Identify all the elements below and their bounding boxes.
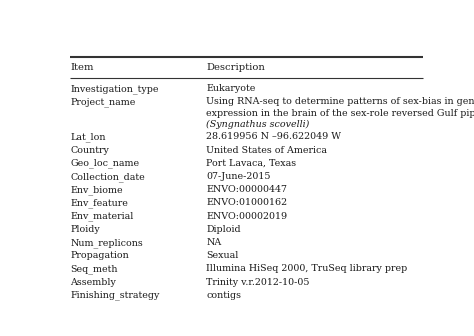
Text: ENVO:01000162: ENVO:01000162 bbox=[206, 198, 287, 207]
Text: expression in the brain of the sex-role reversed Gulf pipefish: expression in the brain of the sex-role … bbox=[206, 109, 474, 118]
Text: Lat_lon: Lat_lon bbox=[70, 132, 106, 142]
Text: 07-June-2015: 07-June-2015 bbox=[206, 172, 271, 181]
Text: Description: Description bbox=[206, 63, 265, 72]
Text: Project_name: Project_name bbox=[70, 97, 136, 107]
Text: Collection_date: Collection_date bbox=[70, 172, 145, 182]
Text: NA: NA bbox=[206, 238, 221, 247]
Text: Item: Item bbox=[70, 63, 94, 72]
Text: United States of America: United States of America bbox=[206, 145, 327, 155]
Text: Using RNA-seq to determine patterns of sex-bias in gene: Using RNA-seq to determine patterns of s… bbox=[206, 97, 474, 107]
Text: 28.619956 N –96.622049 W: 28.619956 N –96.622049 W bbox=[206, 132, 341, 141]
Text: Eukaryote: Eukaryote bbox=[206, 84, 255, 93]
Text: Country: Country bbox=[70, 145, 109, 155]
Text: Geo_loc_name: Geo_loc_name bbox=[70, 159, 139, 168]
Text: ENVO:00000447: ENVO:00000447 bbox=[206, 185, 287, 194]
Text: Diploid: Diploid bbox=[206, 225, 241, 234]
Text: Env_material: Env_material bbox=[70, 212, 134, 221]
Text: Env_feature: Env_feature bbox=[70, 198, 128, 208]
Text: Finishing_strategy: Finishing_strategy bbox=[70, 291, 160, 300]
Text: Seq_meth: Seq_meth bbox=[70, 264, 118, 274]
Text: Env_biome: Env_biome bbox=[70, 185, 123, 195]
Text: ENVO:00002019: ENVO:00002019 bbox=[206, 212, 287, 220]
Text: Port Lavaca, Texas: Port Lavaca, Texas bbox=[206, 159, 296, 168]
Text: Propagation: Propagation bbox=[70, 251, 129, 260]
Text: Assembly: Assembly bbox=[70, 278, 116, 287]
Text: Num_replicons: Num_replicons bbox=[70, 238, 143, 248]
Text: contigs: contigs bbox=[206, 291, 241, 300]
Text: Investigation_type: Investigation_type bbox=[70, 84, 159, 94]
Text: (Syngnathus scovelli): (Syngnathus scovelli) bbox=[206, 120, 310, 129]
Text: Illumina HiSeq 2000, TruSeq library prep: Illumina HiSeq 2000, TruSeq library prep bbox=[206, 264, 408, 273]
Text: Trinity v.r.2012-10-05: Trinity v.r.2012-10-05 bbox=[206, 278, 310, 287]
Text: Sexual: Sexual bbox=[206, 251, 238, 260]
Text: Ploidy: Ploidy bbox=[70, 225, 100, 234]
